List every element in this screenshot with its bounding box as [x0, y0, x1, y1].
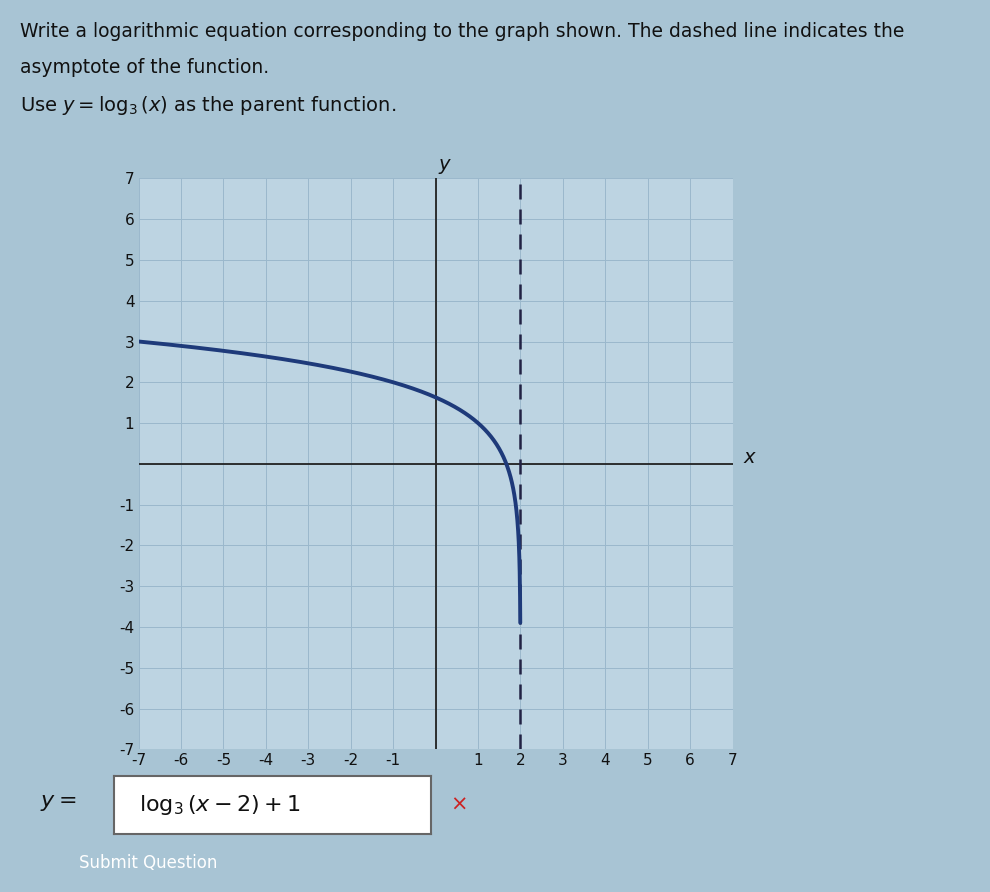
Text: $\log_3(x-2)+1$: $\log_3(x-2)+1$: [140, 793, 301, 817]
Text: $y=$: $y=$: [40, 793, 76, 813]
Text: Use $y = \log_3(x)$ as the parent function.: Use $y = \log_3(x)$ as the parent functi…: [20, 94, 396, 117]
Text: Write a logarithmic equation corresponding to the graph shown. The dashed line i: Write a logarithmic equation correspondi…: [20, 22, 904, 41]
Text: ×: ×: [450, 795, 468, 814]
Text: Submit Question: Submit Question: [79, 854, 218, 872]
Text: x: x: [743, 448, 754, 467]
Text: asymptote of the function.: asymptote of the function.: [20, 58, 269, 77]
Text: y: y: [439, 155, 449, 174]
